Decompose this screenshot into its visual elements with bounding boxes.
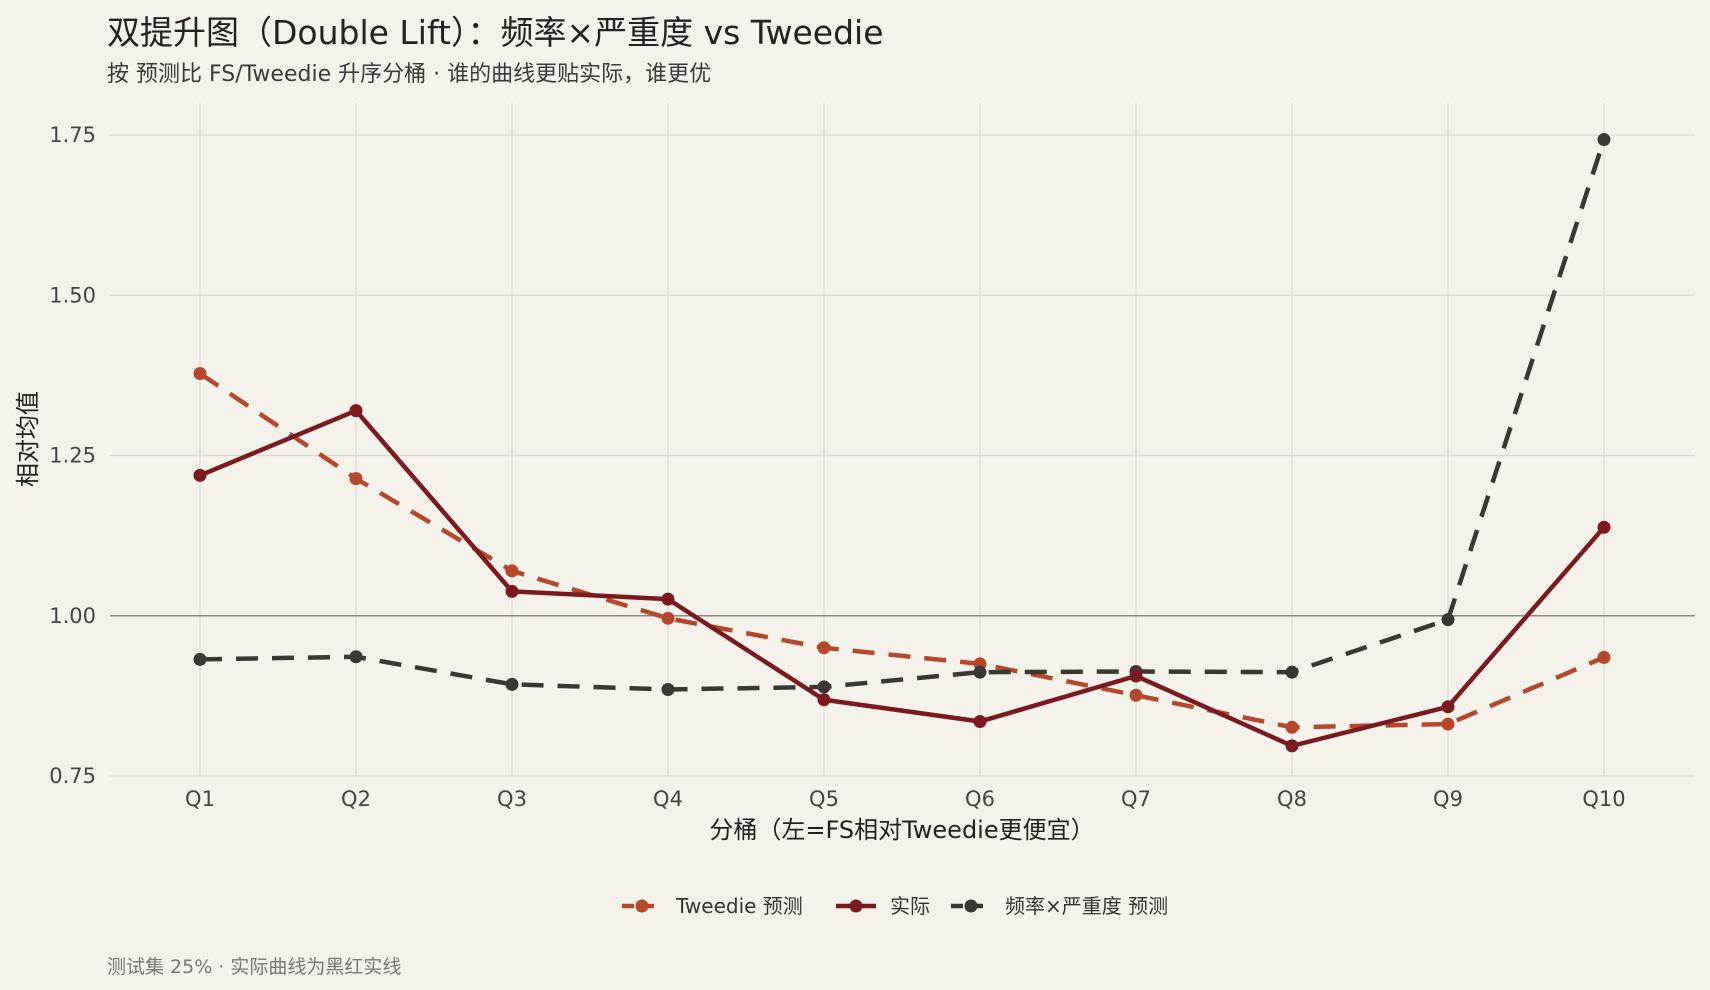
data-point-fs xyxy=(1441,613,1455,627)
series-line-tweedie xyxy=(198,371,1605,730)
x-axis-title: 分桶（左=FS相对Tweedie更便宜） xyxy=(709,816,1094,844)
data-point-actual xyxy=(1441,700,1455,714)
data-point-fs xyxy=(1285,665,1299,679)
data-point-fs xyxy=(661,682,675,696)
x-tick-label: Q9 xyxy=(1433,787,1463,811)
data-point-fs xyxy=(817,680,831,694)
x-tick-label: Q5 xyxy=(809,787,839,811)
y-tick-label: 0.75 xyxy=(49,764,96,788)
data-point-fs xyxy=(349,650,363,664)
x-tick-label: Q4 xyxy=(653,787,683,811)
series-fs xyxy=(193,133,1611,696)
legend-label: 频率×严重度 预测 xyxy=(1005,894,1168,918)
data-point-tweedie xyxy=(1285,720,1299,734)
x-tick-label: Q3 xyxy=(497,787,527,811)
x-tick-label: Q1 xyxy=(185,787,215,811)
y-axis-title: 相对均值 xyxy=(14,391,42,487)
data-point-tweedie xyxy=(193,366,207,380)
data-point-tweedie xyxy=(1597,650,1611,664)
legend-label: Tweedie 预测 xyxy=(675,894,803,918)
y-tick-label: 1.25 xyxy=(49,444,96,468)
data-point-actual xyxy=(1597,520,1611,534)
y-tick-label: 1.50 xyxy=(49,283,96,307)
data-point-fs xyxy=(1597,133,1611,147)
series-actual xyxy=(193,404,1611,753)
legend-item-fs: 频率×严重度 预测 xyxy=(951,894,1168,918)
series-line-actual xyxy=(199,408,1606,749)
data-point-tweedie xyxy=(661,611,675,625)
data-point-actual xyxy=(505,584,519,598)
data-point-tweedie xyxy=(1441,717,1455,731)
legend-swatch-point xyxy=(964,899,978,913)
data-point-actual xyxy=(817,693,831,707)
x-tick-label: Q8 xyxy=(1277,787,1307,811)
x-tick-label: Q2 xyxy=(341,787,371,811)
grid-layer xyxy=(110,103,1695,777)
x-tick-label: Q10 xyxy=(1582,787,1625,811)
legend-item-actual: 实际 xyxy=(836,894,930,918)
data-point-tweedie xyxy=(349,472,363,486)
chart-caption: 测试集 25% · 实际曲线为黑红实线 xyxy=(107,956,402,978)
chart-title: 双提升图（Double Lift）：频率×严重度 vs Tweedie xyxy=(107,13,884,52)
data-point-actual xyxy=(349,404,363,418)
data-point-actual xyxy=(1129,669,1143,683)
x-tick-label: Q7 xyxy=(1121,787,1151,811)
data-point-fs xyxy=(505,677,519,691)
data-point-actual xyxy=(973,715,987,729)
legend-swatch-point xyxy=(635,899,649,913)
series-layer xyxy=(193,133,1611,753)
x-tick-label: Q6 xyxy=(965,787,995,811)
data-point-actual xyxy=(193,468,207,482)
data-point-actual xyxy=(1285,739,1299,753)
chart-subtitle: 按 预测比 FS/Tweedie 升序分桶 · 谁的曲线更贴实际，谁更优 xyxy=(107,62,712,87)
y-tick-label: 1.75 xyxy=(49,123,96,147)
legend-swatch-point xyxy=(849,899,863,913)
data-point-actual xyxy=(661,592,675,606)
data-point-fs xyxy=(973,665,987,679)
legend-item-tweedie: Tweedie 预测 xyxy=(622,894,803,918)
data-point-fs xyxy=(193,652,207,666)
data-point-tweedie xyxy=(505,564,519,578)
x-axis-ticks: Q1 Q2 Q3 Q4 Q5 Q6 Q7 Q8 Q9 Q10 xyxy=(185,787,1626,811)
legend: Tweedie 预测 实际 频率×严重度 预测 xyxy=(622,894,1168,918)
y-tick-label: 1.00 xyxy=(49,604,96,628)
data-point-tweedie xyxy=(1129,688,1143,702)
series-line-fs xyxy=(199,138,1607,692)
legend-label: 实际 xyxy=(890,894,930,918)
y-axis-ticks: 0.75 1.00 1.25 1.50 1.75 xyxy=(49,123,96,788)
data-point-tweedie xyxy=(817,641,831,655)
